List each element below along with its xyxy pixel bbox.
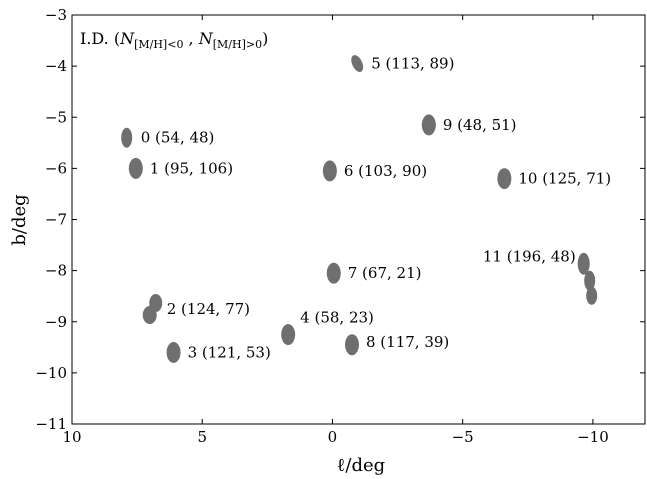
legend-annotation: I.D. (N[M/H]<0 , N[M/H]>0)	[80, 29, 268, 51]
y-axis-label: b/deg	[9, 194, 30, 245]
x-tick-label: −5	[452, 428, 474, 446]
data-point	[421, 114, 436, 136]
x-tick-label: 0	[328, 428, 338, 446]
field-cluster-6	[322, 160, 337, 182]
legend-prefix: I.D. (	[80, 29, 120, 48]
y-tick-label: −3	[45, 6, 67, 24]
data-point	[344, 334, 359, 356]
field-label-10: 10 (125, 71)	[518, 170, 611, 188]
y-tick-label: −11	[35, 415, 67, 433]
legend-separator: ,	[183, 29, 198, 48]
data-point	[128, 157, 143, 179]
field-label-2: 2 (124, 77)	[167, 300, 250, 318]
x-tick-label: 10	[62, 428, 81, 446]
x-tick-label: −10	[577, 428, 609, 446]
field-label-0: 0 (54, 48)	[141, 129, 215, 147]
field-cluster-8	[344, 334, 359, 356]
field-label-1: 1 (95, 106)	[150, 159, 233, 177]
data-point	[577, 252, 590, 275]
field-cluster-1	[128, 157, 143, 179]
legend-n-symbol-2: N	[198, 29, 214, 48]
data-point	[121, 127, 133, 148]
data-point	[497, 168, 512, 190]
data-point	[149, 293, 163, 312]
y-tick-label: −7	[45, 211, 67, 229]
field-label-4: 4 (58, 23)	[300, 309, 374, 327]
data-point	[584, 270, 596, 291]
data-point	[166, 341, 181, 363]
x-tick-labels: 10 5 0 −5 −10	[62, 428, 608, 446]
field-cluster-0	[121, 127, 133, 148]
data-point	[326, 262, 341, 284]
y-tick-labels: −11 −10 −9 −8 −7 −6 −5 −4 −3	[35, 6, 67, 433]
y-tick-label: −5	[45, 108, 67, 126]
data-point	[351, 55, 364, 72]
legend-n-symbol-1: N	[119, 29, 135, 48]
legend-subscript-1: [M/H]<0	[134, 38, 183, 51]
y-tick-label: −8	[45, 262, 67, 280]
data-point	[322, 160, 337, 182]
y-tick-label: −10	[35, 364, 67, 382]
field-cluster-11	[577, 252, 598, 305]
field-label-11: 11 (196, 48)	[483, 248, 576, 266]
field-label-3: 3 (121, 53)	[188, 343, 271, 361]
field-label-7: 7 (67, 21)	[348, 264, 422, 282]
data-point	[281, 324, 296, 346]
legend-subscript-2: [M/H]>0	[213, 38, 262, 51]
legend-suffix: )	[262, 29, 268, 48]
y-tick-label: −6	[45, 159, 67, 177]
x-tick-label: 5	[197, 428, 207, 446]
tick-marks	[71, 14, 645, 425]
data-point	[586, 286, 598, 305]
field-cluster-2	[142, 293, 163, 324]
field-cluster-4	[281, 324, 296, 346]
field-cluster-10	[497, 168, 512, 190]
point-labels-layer: 0 (54, 48) 1 (95, 106) 2 (124, 77) 3 (121, …	[141, 55, 611, 362]
field-cluster-3	[166, 341, 181, 363]
field-cluster-9	[421, 114, 436, 136]
field-label-5: 5 (113, 89)	[371, 55, 454, 73]
field-label-8: 8 (117, 39)	[366, 333, 449, 351]
field-cluster-5	[351, 55, 364, 72]
data-points-layer	[121, 55, 598, 363]
x-axis-label: ℓ/deg	[337, 455, 385, 476]
y-tick-label: −4	[45, 57, 67, 75]
field-cluster-7	[326, 262, 341, 284]
field-label-6: 6 (103, 90)	[344, 162, 427, 180]
field-label-9: 9 (48, 51)	[443, 116, 517, 134]
y-tick-label: −9	[45, 313, 67, 331]
